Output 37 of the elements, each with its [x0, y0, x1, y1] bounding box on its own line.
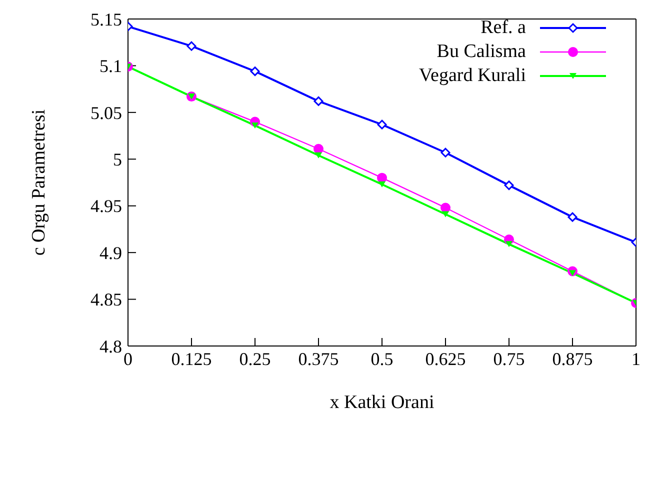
x-tick-label: 0.75 [493, 348, 525, 369]
point [568, 212, 578, 222]
x-tick-label: 0.625 [425, 348, 466, 369]
x-tick-label: 0.875 [552, 348, 593, 369]
legend-label: Vegard Kurali [418, 64, 526, 88]
point [506, 241, 512, 248]
point [440, 148, 450, 158]
legend-label: Bu Calisma [436, 40, 526, 64]
y-axis-title: c Orgu Parametresi [28, 109, 50, 256]
x-axis-title: x Katki Orani [330, 392, 434, 413]
x-tick-label: 0.375 [298, 348, 339, 369]
point [250, 66, 260, 76]
x-tick-label: 0.5 [370, 348, 394, 369]
point [378, 181, 386, 188]
y-tick-label: 4.9 [100, 242, 122, 263]
point [314, 96, 324, 106]
point [377, 172, 387, 183]
point [186, 41, 196, 51]
x-tick-label: 1 [632, 348, 640, 369]
point [442, 211, 449, 218]
y-tick-label: 4.85 [90, 290, 122, 310]
x-tick-label: 0.125 [171, 348, 212, 369]
point [440, 202, 450, 213]
point [377, 120, 387, 130]
y-tick-label: 5 [113, 150, 122, 170]
y-tick-label: 4.8 [100, 336, 122, 356]
point [314, 144, 324, 154]
y-tick-label: 5.05 [90, 102, 122, 123]
y-tick-label: 5.1 [100, 56, 122, 76]
point [252, 122, 258, 129]
y-tick-label: 4.95 [90, 196, 122, 216]
point [315, 152, 322, 158]
x-tick-label: 0.25 [239, 348, 271, 369]
x-tick-label: 0 [124, 348, 132, 369]
y-tick-label: 5.15 [90, 9, 122, 30]
legend-label: Ref. a [480, 16, 526, 40]
point [504, 180, 514, 190]
